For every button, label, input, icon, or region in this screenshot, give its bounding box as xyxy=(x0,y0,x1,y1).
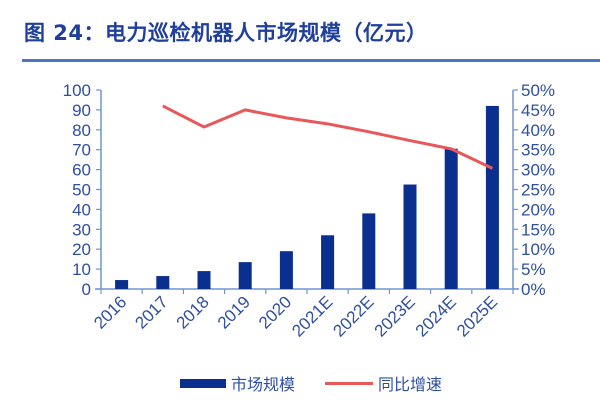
bar-market-size xyxy=(444,148,458,289)
left-tick-label: 90 xyxy=(72,101,91,120)
left-tick-label: 70 xyxy=(72,141,91,160)
title-divider xyxy=(22,59,600,62)
x-tick-label: 2019 xyxy=(214,292,254,332)
left-tick-label: 50 xyxy=(72,181,91,200)
left-tick-label: 30 xyxy=(72,220,91,239)
legend: 市场规模 同比增速 xyxy=(0,371,600,395)
legend-label-market-size: 市场规模 xyxy=(231,375,296,394)
x-tick-label: 2021E xyxy=(288,292,336,340)
x-tick-label: 2025E xyxy=(453,292,501,340)
left-tick-label: 20 xyxy=(72,240,91,259)
right-tick-label: 45% xyxy=(521,101,555,120)
right-tick-label: 10% xyxy=(521,240,555,259)
x-tick-label: 2023E xyxy=(371,292,419,340)
right-tick-label: 0% xyxy=(521,280,546,299)
left-tick-label: 80 xyxy=(72,121,91,140)
right-tick-label: 25% xyxy=(521,181,555,200)
left-tick-label: 0 xyxy=(82,280,91,299)
bar-swatch-icon xyxy=(180,378,226,388)
right-tick-label: 5% xyxy=(521,260,546,279)
left-tick-label: 100 xyxy=(63,81,91,100)
right-tick-label: 15% xyxy=(521,220,555,239)
x-tick-label: 2017 xyxy=(131,292,171,332)
chart-title: 图 24：电力巡检机器人市场规模（亿元） xyxy=(24,21,428,45)
bar-market-size xyxy=(156,276,170,289)
bar-market-size xyxy=(238,262,252,289)
left-tick-label: 60 xyxy=(72,161,91,180)
bar-market-size xyxy=(403,184,417,289)
bar-market-size xyxy=(115,280,129,289)
bar-market-size xyxy=(362,213,376,289)
left-tick-label: 10 xyxy=(72,260,91,279)
line-yoy-growth xyxy=(162,104,494,170)
legend-label-yoy-growth: 同比增速 xyxy=(378,375,443,394)
right-tick-label: 35% xyxy=(521,141,555,160)
line-swatch-icon xyxy=(325,381,373,385)
legend-item-market-size: 市场规模 xyxy=(180,371,295,395)
left-tick-label: 40 xyxy=(72,200,91,219)
x-tick-label: 2016 xyxy=(90,292,130,332)
x-tick-label: 2022E xyxy=(329,292,377,340)
bar-market-size xyxy=(197,271,211,289)
right-tick-label: 50% xyxy=(521,81,555,100)
bar-market-size xyxy=(279,251,293,289)
x-tick-label: 2018 xyxy=(173,292,213,332)
right-tick-label: 30% xyxy=(521,161,555,180)
x-tick-label: 2024E xyxy=(412,292,460,340)
bar-market-size xyxy=(321,235,335,289)
legend-item-yoy-growth: 同比增速 xyxy=(325,371,442,395)
right-tick-label: 40% xyxy=(521,121,555,140)
bar-market-size xyxy=(485,105,499,289)
right-tick-label: 20% xyxy=(521,200,555,219)
